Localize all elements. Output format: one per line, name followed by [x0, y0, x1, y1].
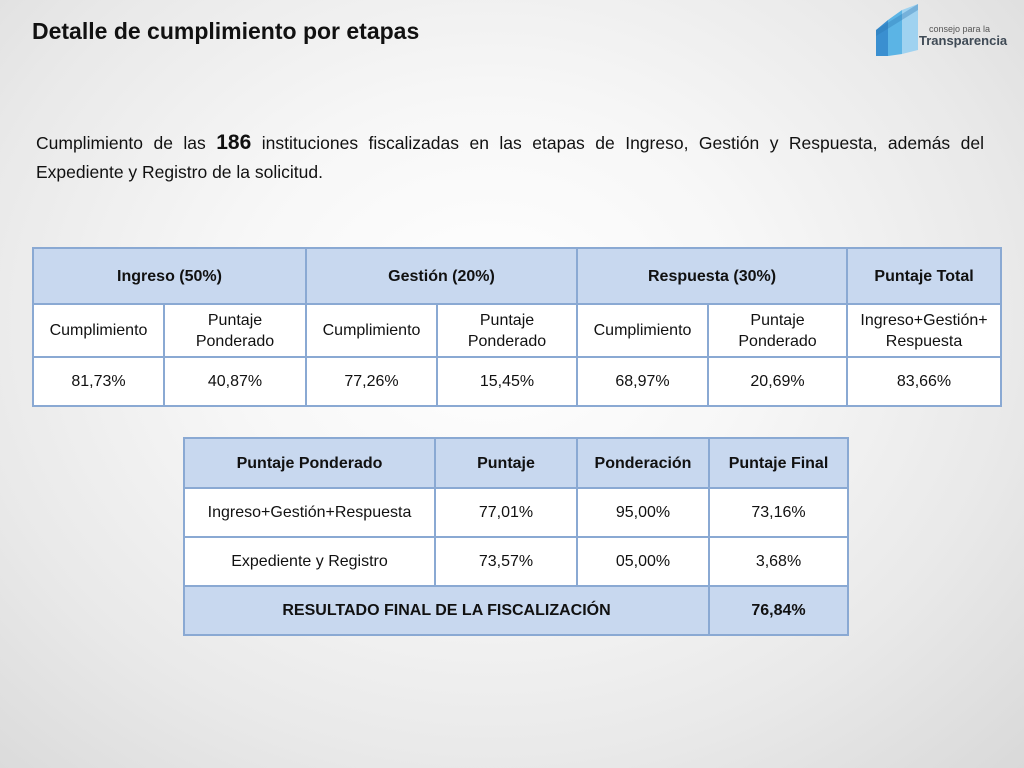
header-puntaje: Puntaje [434, 437, 578, 489]
value-gestion-cumplimiento: 77,26% [305, 356, 439, 407]
result-value: 76,84% [708, 585, 849, 636]
result-row: RESULTADO FINAL DE LA FISCALIZACIÓN 76,8… [183, 585, 849, 636]
table-row: Ingreso+Gestión+Respuesta 77,01% 95,00% … [183, 487, 849, 538]
value-respuesta-ponderado: 20,69% [707, 356, 849, 407]
header-ponderacion: Ponderación [576, 437, 710, 489]
subheader-ingreso-cumplimiento: Cumplimiento [32, 303, 165, 358]
group-header-respuesta: Respuesta (30%) [576, 247, 849, 305]
page-title: Detalle de cumplimiento por etapas [32, 18, 420, 44]
intro-text-end: instituciones fiscalizadas en las etapas… [36, 133, 984, 182]
consejo-transparencia-logo: consejo para la Transparencia [874, 2, 1020, 58]
stages-values-row: 81,73% 40,87% 77,26% 15,45% 68,97% 20,69… [32, 356, 1003, 407]
value-gestion-ponderado: 15,45% [436, 356, 579, 407]
row-label-expediente: Expediente y Registro [183, 536, 436, 587]
header-puntaje-final: Puntaje Final [708, 437, 849, 489]
value-respuesta-cumplimiento: 68,97% [576, 356, 710, 407]
header-puntaje-ponderado: Puntaje Ponderado [183, 437, 436, 489]
row-puntaje-expediente: 73,57% [434, 536, 578, 587]
result-label: RESULTADO FINAL DE LA FISCALIZACIÓN [183, 585, 710, 636]
intro-text-start: Cumplimiento de las [36, 133, 217, 153]
value-ingreso-cumplimiento: 81,73% [32, 356, 165, 407]
row-final-expediente: 3,68% [708, 536, 849, 587]
final-header-row: Puntaje Ponderado Puntaje Ponderación Pu… [183, 437, 849, 489]
subheader-respuesta-ponderado: Puntaje Ponderado [707, 303, 849, 358]
institution-count: 186 [216, 131, 252, 154]
stages-subheader-row: Cumplimiento Puntaje Ponderado Cumplimie… [32, 303, 1003, 358]
group-header-ingreso: Ingreso (50%) [31, 247, 308, 305]
subheader-gestion-cumplimiento: Cumplimiento [305, 303, 439, 358]
row-ponderacion-expediente: 05,00% [576, 536, 710, 587]
value-puntaje-total: 83,66% [846, 356, 1003, 407]
group-header-puntaje-total: Puntaje Total [846, 247, 1003, 305]
subheader-total-formula: Ingreso+Gestión+ Respuesta [846, 303, 1003, 358]
logo-mark-icon [876, 4, 918, 56]
logo-big-text: Transparencia [919, 33, 1008, 48]
row-label-igr: Ingreso+Gestión+Respuesta [183, 487, 436, 538]
subheader-gestion-ponderado: Puntaje Ponderado [436, 303, 579, 358]
subheader-ingreso-ponderado: Puntaje Ponderado [162, 303, 308, 358]
stages-table: Ingreso (50%) Gestión (20%) Respuesta (3… [31, 247, 1003, 407]
stages-group-header-row: Ingreso (50%) Gestión (20%) Respuesta (3… [31, 247, 1003, 305]
row-puntaje-igr: 77,01% [434, 487, 578, 538]
value-ingreso-ponderado: 40,87% [162, 356, 308, 407]
row-final-igr: 73,16% [708, 487, 849, 538]
row-ponderacion-igr: 95,00% [576, 487, 710, 538]
intro-paragraph: Cumplimiento de las 186 instituciones fi… [36, 128, 984, 187]
group-header-gestion: Gestión (20%) [305, 247, 579, 305]
table-row: Expediente y Registro 73,57% 05,00% 3,68… [183, 536, 849, 587]
logo-small-text: consejo para la [929, 24, 991, 34]
subheader-respuesta-cumplimiento: Cumplimiento [576, 303, 710, 358]
final-score-table: Puntaje Ponderado Puntaje Ponderación Pu… [183, 437, 849, 636]
